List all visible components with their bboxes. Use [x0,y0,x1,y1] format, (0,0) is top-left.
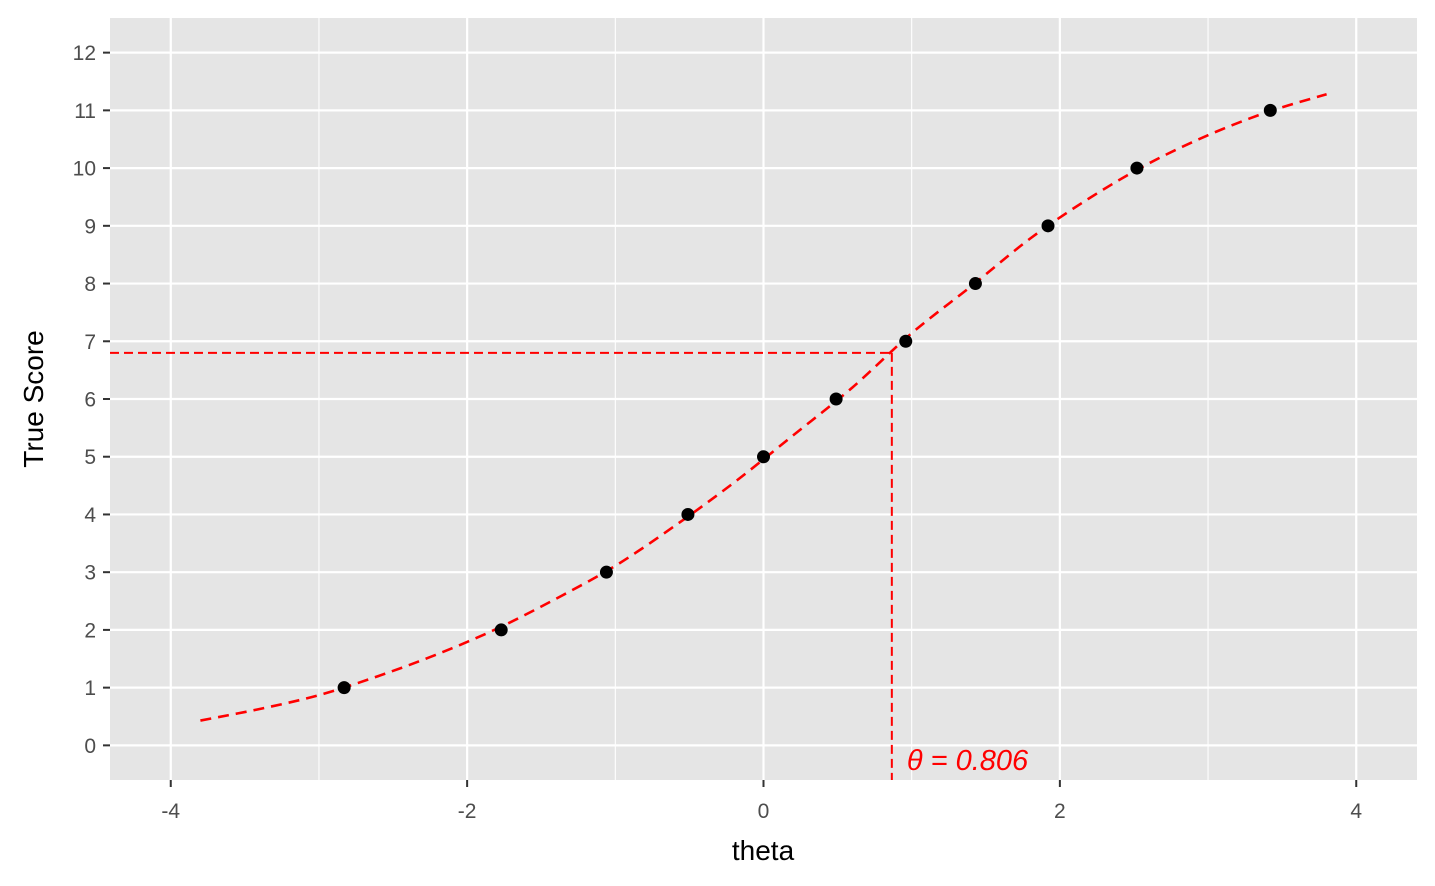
data-point [1130,161,1144,175]
data-point [829,392,843,406]
y-tick-label: 9 [84,215,96,238]
y-tick-label: 3 [84,562,96,585]
data-point [494,623,508,637]
y-tick-label: 8 [84,273,96,296]
x-tick-label: 4 [1350,800,1362,823]
theta-annotation: θ = 0.806 [907,745,1029,777]
y-tick-label: 4 [84,504,96,527]
data-points [337,103,1277,695]
y-tick-label: 2 [84,619,96,642]
y-tick-label: 0 [84,735,96,758]
y-tick-label: 1 [84,677,96,700]
x-axis-title: theta [732,835,795,866]
data-point [968,277,982,291]
x-tick-label: -2 [458,800,477,823]
data-point [337,681,351,695]
data-point [1263,103,1277,117]
y-tick-label: 7 [84,331,96,354]
y-tick-label: 10 [73,158,96,181]
x-tick-label: 2 [1054,800,1066,823]
data-point [757,450,770,464]
y-tick-label: 11 [74,100,96,123]
data-point [599,565,613,579]
y-axis-title: True Score [18,330,49,467]
data-point [1041,219,1055,233]
x-tick-label: -4 [161,800,180,823]
y-tick-label: 12 [73,42,96,65]
x-tick-label: 0 [758,800,770,823]
y-tick-label: 6 [84,389,96,412]
x-axis: -4 -2 0 2 4 [161,780,1362,823]
reference-lines [110,351,893,780]
data-point [681,507,695,521]
data-point [899,334,913,348]
y-tick-label: 5 [84,446,96,469]
